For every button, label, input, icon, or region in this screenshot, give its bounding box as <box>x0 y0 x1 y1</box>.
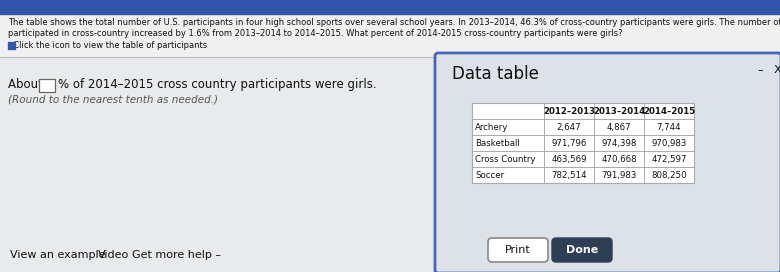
Bar <box>472 103 694 183</box>
Text: Get more help –: Get more help – <box>132 250 221 260</box>
Text: About: About <box>8 78 47 91</box>
Text: –   X: – X <box>758 65 780 75</box>
Text: 470,668: 470,668 <box>601 155 636 164</box>
Text: 974,398: 974,398 <box>601 139 636 148</box>
Text: Archery: Archery <box>475 123 509 132</box>
Text: Basketball: Basketball <box>475 139 519 148</box>
Bar <box>0 0 780 14</box>
Bar <box>8 46 11 49</box>
Bar <box>12 42 15 45</box>
Text: 7,744: 7,744 <box>657 123 681 132</box>
Text: Video: Video <box>98 250 129 260</box>
Bar <box>0 58 435 272</box>
Text: 472,597: 472,597 <box>651 155 686 164</box>
Text: 782,514: 782,514 <box>551 171 587 180</box>
Bar <box>12 46 15 49</box>
Bar <box>0 14 780 74</box>
Text: (Round to the nearest tenth as needed.): (Round to the nearest tenth as needed.) <box>8 94 218 104</box>
Text: 4,867: 4,867 <box>607 123 631 132</box>
Text: 971,796: 971,796 <box>551 139 587 148</box>
FancyBboxPatch shape <box>488 238 548 262</box>
FancyBboxPatch shape <box>552 238 612 262</box>
Text: % of 2014–2015 cross country participants were girls.: % of 2014–2015 cross country participant… <box>58 78 377 91</box>
Text: Click the icon to view the table of participants: Click the icon to view the table of part… <box>8 41 207 50</box>
Text: 2013–2014: 2013–2014 <box>593 107 645 116</box>
Text: 808,250: 808,250 <box>651 171 687 180</box>
Text: 463,569: 463,569 <box>551 155 587 164</box>
Bar <box>39 79 55 92</box>
Text: Cross Country: Cross Country <box>475 155 536 164</box>
Bar <box>437 55 780 272</box>
Text: 2012–2013: 2012–2013 <box>543 107 595 116</box>
Text: 791,983: 791,983 <box>601 171 636 180</box>
Text: 2014–2015: 2014–2015 <box>643 107 695 116</box>
Text: Data table: Data table <box>452 65 539 83</box>
Text: Soccer: Soccer <box>475 171 504 180</box>
Text: 970,983: 970,983 <box>651 139 686 148</box>
Text: Done: Done <box>566 245 598 255</box>
Text: participated in cross-country increased by 1.6% from 2013–2014 to 2014–2015. Wha: participated in cross-country increased … <box>8 29 622 38</box>
Text: The table shows the total number of U.S. participants in four high school sports: The table shows the total number of U.S.… <box>8 18 780 27</box>
Bar <box>8 42 11 45</box>
Text: Print: Print <box>505 245 531 255</box>
Text: 2,647: 2,647 <box>557 123 581 132</box>
Text: View an example: View an example <box>10 250 105 260</box>
